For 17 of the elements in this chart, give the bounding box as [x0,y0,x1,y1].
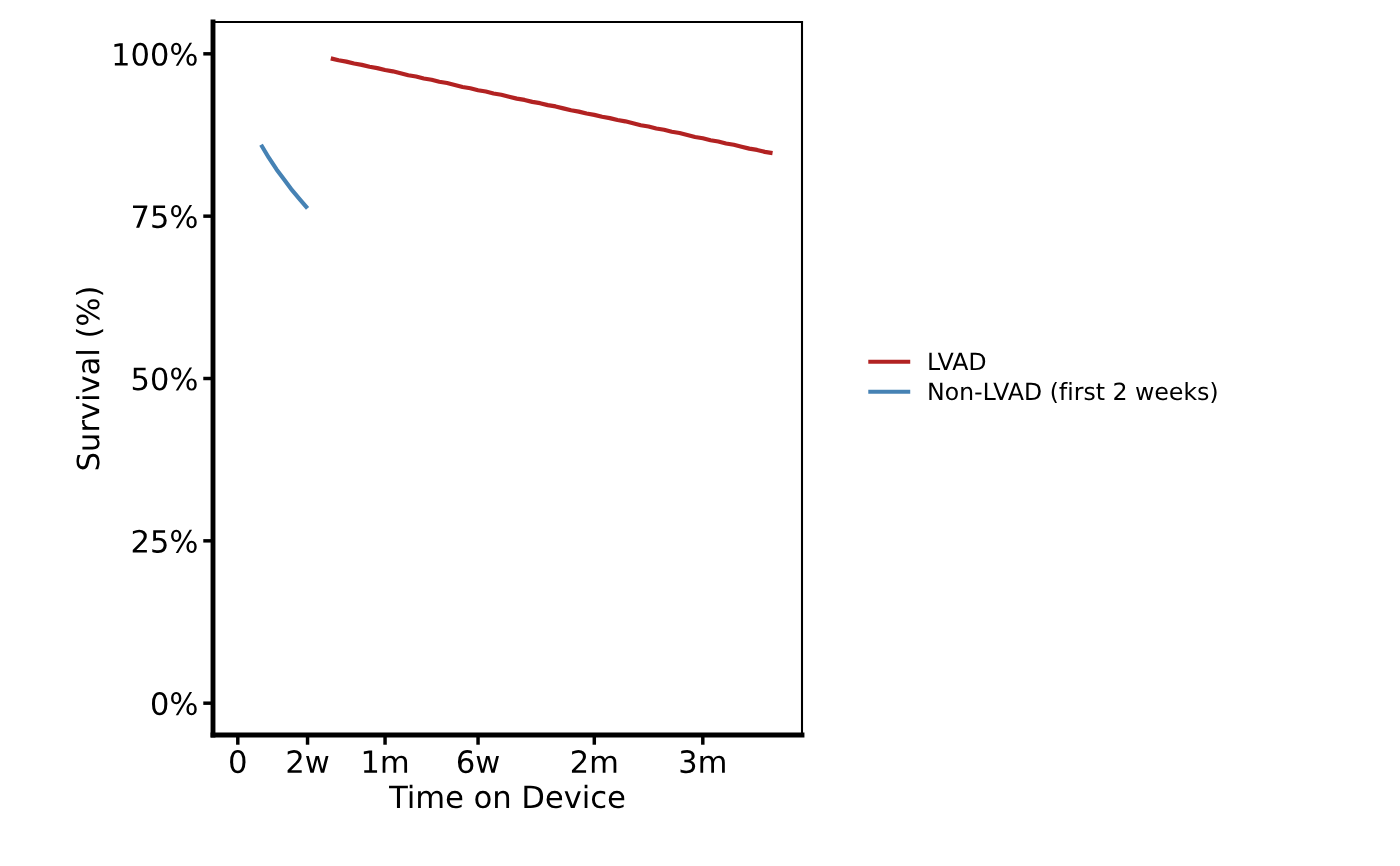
legend-label: Non-LVAD (first 2 weeks) [929,382,1217,404]
x-tick-label: 2w [287,750,329,773]
x-tick-label: 0 [230,750,246,774]
x-tick-label: 2m [571,750,617,773]
y-tick-label: 75% [133,205,197,229]
x-tick-label: 6w [457,750,499,774]
y-tick-label: 0% [151,692,197,716]
x-tick-label: 1m [363,750,408,773]
line-series [328,56,775,156]
y-axis-title: Survival (%) [75,288,104,470]
line-series [258,142,310,211]
y-tick-label: 50% [132,367,197,391]
y-tick-label: 25% [132,529,197,553]
y-tick-label: 100% [114,42,197,66]
legend-label: LVAD [929,352,986,371]
x-tick-label: 3m [680,750,725,774]
x-axis-title: Time on Device [389,784,625,809]
